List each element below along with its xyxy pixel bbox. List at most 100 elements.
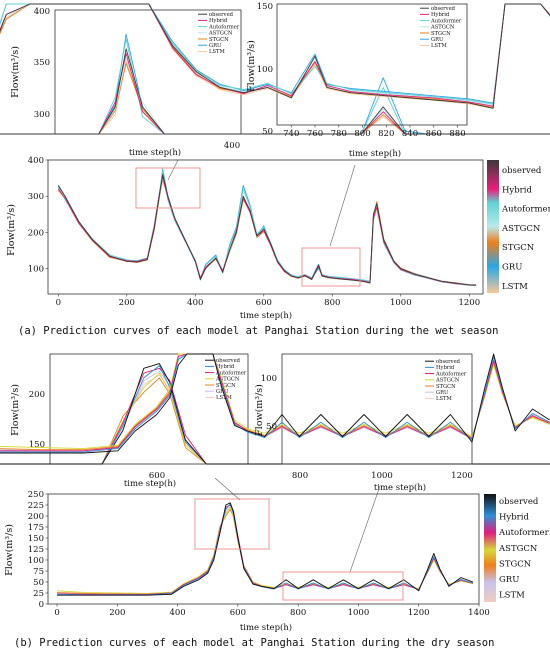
zoom-connector: [349, 485, 381, 573]
main-yticks: 100 200 300 400: [28, 156, 48, 275]
ytick: 175: [28, 523, 44, 533]
series-line-stgcn: [0, 3, 550, 108]
legend-label: Autoformer: [435, 371, 467, 377]
panel-a-legend: observed Hybrid Autoformer ASTGCN STGCN GRU LS…: [487, 160, 550, 293]
legend-label: STGCN: [209, 37, 229, 43]
series-line-lstm: [0, 59, 550, 135]
legend-label: Hybrid: [216, 364, 235, 370]
xtick: 820: [378, 129, 394, 139]
main-xticks: 0 200 400 600 800 1000 1200 1400: [54, 604, 490, 618]
legend-label: ASTGCN: [430, 25, 455, 31]
series-line-observed: [57, 174, 477, 286]
inset-lines: [0, 33, 550, 135]
ytick: 200: [28, 512, 44, 522]
xtick: 0: [54, 608, 59, 618]
caption-a: (a) Prediction curves of each model at P…: [18, 325, 498, 337]
ytick: 200: [28, 228, 44, 238]
ytick: 0: [39, 600, 44, 610]
xtick: 400: [187, 298, 203, 308]
xtick: 1000: [371, 471, 393, 481]
ytick: 50: [33, 578, 44, 588]
xtick: 1200: [408, 608, 430, 618]
series-line-hybrid: [0, 53, 550, 135]
inset-legend: observedHybridAutoformerASTGCNSTGCNGRULS…: [205, 358, 247, 401]
inset-lines: [0, 353, 550, 454]
xtick: 1200: [451, 471, 473, 481]
ytick: 100: [28, 556, 44, 566]
main-lines: [57, 168, 477, 287]
inset-lines: [0, 3, 550, 109]
xtick: 400: [169, 608, 185, 618]
inset-frame: [281, 353, 473, 465]
legend-label: Hybrid: [436, 365, 455, 371]
ytick: 225: [28, 501, 44, 511]
legend-label: ASTGCN: [501, 224, 541, 234]
ytick: 100: [28, 265, 44, 275]
legend-label: Hybrid: [209, 18, 228, 24]
legend-label: STGCN: [216, 383, 236, 389]
series-line-astgcn: [0, 57, 550, 135]
series-line-gru: [0, 33, 550, 135]
legend-label: GRU: [216, 389, 229, 395]
ytick: 25: [33, 589, 44, 599]
main-ylabel: Flow(m³/s): [6, 204, 17, 256]
xtick: 1200: [458, 298, 480, 308]
xtick: 740: [283, 129, 299, 139]
ytick: 350: [34, 58, 50, 68]
xtick: 760: [307, 129, 323, 139]
inset-xlabel: time step(h): [374, 482, 426, 493]
legend-label: GRU: [499, 575, 519, 585]
ytick: 150: [29, 440, 45, 450]
legend-label: GRU: [431, 37, 444, 43]
legend-labels: observed Hybrid Autoformer ASTGCN STGCN GRU LS…: [498, 497, 550, 601]
legend-label: observed: [209, 12, 234, 18]
legend-label: STGCN: [431, 31, 451, 37]
series-line-gru: [56, 505, 474, 595]
inset-xlabel: time step(h): [124, 478, 176, 489]
ytick: 100: [257, 65, 273, 75]
legend-label: STGCN: [502, 243, 535, 253]
series-line-lstm: [57, 178, 477, 287]
panel-a-main: 100 200 300 400 0 200 400 600 800 1000 1200 Flow(…: [6, 156, 484, 321]
legend-label: observed: [216, 358, 241, 364]
main-xlabel: time step(h): [240, 622, 292, 633]
inset-ylabel: Flow(m³/s): [10, 46, 21, 98]
xtick: 880: [449, 129, 465, 139]
series-line-hybrid: [0, 3, 550, 107]
panel-b-inset-right: 100 50 800 1000 1200 Flow(m³/s) time ste…: [0, 353, 550, 493]
ytick: 150: [28, 534, 44, 544]
legend-label: LSTM: [209, 49, 225, 55]
legend-labels: observed Hybrid Autoformer ASTGCN STGCN GRU LS…: [501, 166, 550, 292]
legend-label: ASTGCN: [498, 544, 538, 554]
inset-ylabel: Flow(m³/s): [246, 40, 257, 92]
main-ylabel: Flow(m³/s): [4, 524, 15, 576]
series-line-astgcn: [0, 353, 550, 450]
legend-label: observed: [431, 6, 456, 12]
legend-label: ASTGCN: [435, 378, 460, 384]
ytick: 200: [29, 390, 45, 400]
ytick: 400: [28, 156, 44, 166]
main-lines: [56, 502, 474, 596]
inset-ylabel: Flow(m³/s): [10, 384, 21, 436]
xtick: 1000: [348, 608, 370, 618]
legend-label: Autoformer: [215, 370, 247, 376]
legend-label: LSTM: [436, 396, 452, 402]
xtick: 800: [354, 129, 370, 139]
series-line-observed: [57, 502, 474, 596]
legend-label: observed: [436, 359, 461, 365]
legend-label: observed: [502, 166, 542, 176]
series-line-astgcn: [0, 3, 550, 106]
xtick: 800: [292, 471, 308, 481]
legend-label: LSTM: [502, 282, 528, 292]
xtick: 600: [149, 471, 165, 481]
ytick: 150: [257, 2, 273, 12]
legend-label: LSTM: [216, 395, 232, 401]
xtick: 400: [224, 141, 240, 151]
legend-label: STGCN: [436, 384, 456, 390]
inset-frame: [54, 9, 242, 135]
zoom-box: [194, 498, 270, 550]
main-xticks: 0 200 400 600 800 1000 1200: [56, 294, 480, 308]
